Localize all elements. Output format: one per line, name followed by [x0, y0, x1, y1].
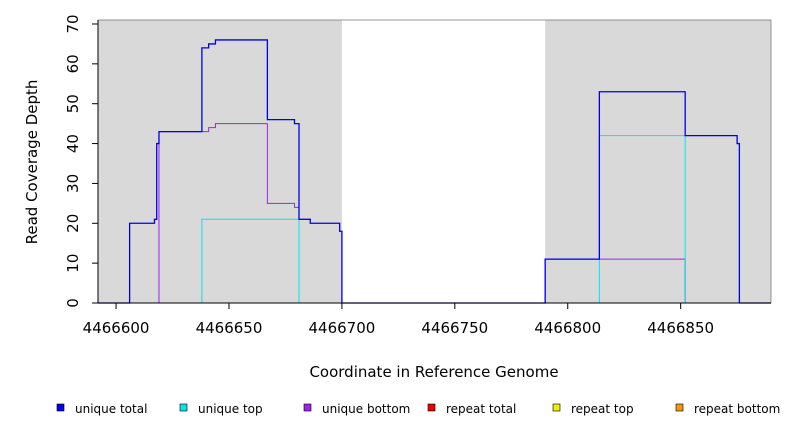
legend-label-unique-top: unique top [198, 402, 263, 416]
legend-label-unique-bottom: unique bottom [322, 402, 410, 416]
legend-label-repeat-top: repeat top [571, 402, 634, 416]
y-tick-label: 40 [64, 134, 82, 153]
legend-swatch-repeat-total [427, 403, 436, 412]
legend-swatch-unique-total [56, 403, 65, 412]
shaded-region-1 [98, 20, 342, 303]
x-tick-label: 4466600 [83, 319, 150, 337]
y-tick-label: 0 [64, 298, 82, 308]
y-ticks: 0 10 20 30 40 50 60 70 [64, 14, 98, 308]
legend-swatch-unique-bottom [303, 403, 312, 412]
x-axis-label: Coordinate in Reference Genome [309, 363, 558, 381]
legend-swatch-repeat-top [552, 403, 561, 412]
x-tick-label: 4466750 [421, 319, 488, 337]
shaded-regions [98, 20, 771, 303]
x-ticks: 4466600 4466650 4466700 4466750 4466800 44668… [83, 303, 714, 337]
x-tick-label: 4466850 [647, 319, 714, 337]
y-tick-label: 60 [64, 54, 82, 73]
y-tick-label: 10 [64, 254, 82, 273]
y-tick-label: 20 [64, 214, 82, 233]
shaded-region-2 [545, 20, 771, 303]
legend: unique total unique top unique bottom repea… [56, 402, 780, 416]
y-axis-label: Read Coverage Depth [23, 80, 41, 245]
y-tick-label: 70 [64, 14, 82, 33]
series-line-unique-total [98, 39, 771, 304]
x-tick-label: 4466650 [196, 319, 263, 337]
legend-label-repeat-total: repeat total [446, 402, 516, 416]
x-tick-label: 4466700 [308, 319, 375, 337]
legend-label-unique-total: unique total [75, 402, 147, 416]
y-tick-label: 30 [64, 174, 82, 193]
legend-swatch-unique-top [179, 403, 188, 412]
legend-swatch-repeat-bottom [675, 403, 684, 412]
x-tick-label: 4466800 [534, 319, 601, 337]
legend-label-repeat-bottom: repeat bottom [694, 402, 780, 416]
y-tick-label: 50 [64, 94, 82, 113]
